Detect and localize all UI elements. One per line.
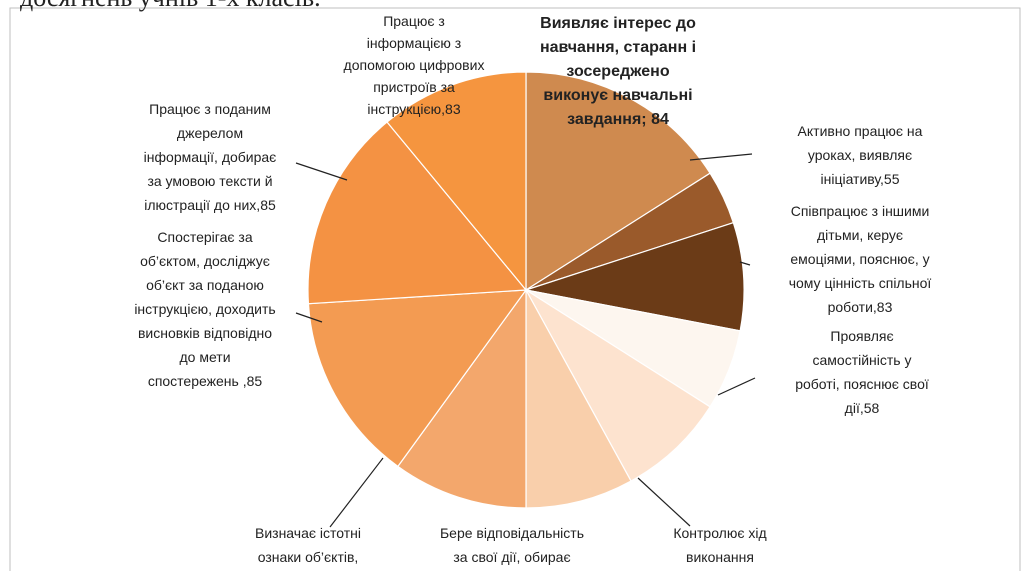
leaders bbox=[295, 153, 756, 528]
leader-line bbox=[295, 162, 348, 181]
slices bbox=[307, 71, 745, 509]
labels: Виявляє інтерес до навчання, старанн і зос… bbox=[134, 13, 931, 565]
leader-line bbox=[329, 457, 384, 528]
pie-slice bbox=[307, 289, 528, 468]
pie-slice bbox=[386, 71, 527, 292]
slice-label: Контролює хід виконання bbox=[673, 525, 766, 565]
slice-label: Проявляє самостійність у роботі, пояснює с… bbox=[795, 328, 929, 416]
pie-slice bbox=[525, 71, 711, 292]
leader-line bbox=[739, 261, 751, 266]
slice-label: Працює з інформацією з допомогою цифрових п… bbox=[344, 13, 485, 117]
slice-label: Виявляє інтерес до навчання, старанн і зос… bbox=[540, 15, 696, 128]
slice-label: Бере відповідальність за свої дії, обирає bbox=[440, 525, 584, 565]
slice-label: Визначає істотні ознаки об’єктів, bbox=[255, 525, 361, 565]
chart-title: досягнень учнів 1-х класів. bbox=[20, 0, 321, 12]
slice-label: Спостерігає за об’єктом, досліджує об’єкт … bbox=[134, 229, 275, 389]
leader-line bbox=[637, 477, 691, 527]
pie-slice bbox=[525, 289, 711, 482]
pie-slice bbox=[525, 221, 745, 332]
pie-slice bbox=[525, 289, 632, 509]
pie-slice bbox=[307, 121, 528, 305]
leader-line bbox=[717, 377, 756, 396]
leader-line bbox=[295, 312, 323, 323]
leader-line bbox=[689, 153, 753, 161]
slice-label: Працює з поданим джерелом інформації, доби… bbox=[144, 101, 277, 213]
page-strip bbox=[0, 0, 700, 7]
slice-label: Активно працює на уроках, виявляє ініціати… bbox=[798, 123, 923, 187]
pie-slice bbox=[397, 288, 527, 509]
slice-label: Співпрацює з іншими дітьми, керує емоціями… bbox=[789, 203, 932, 315]
